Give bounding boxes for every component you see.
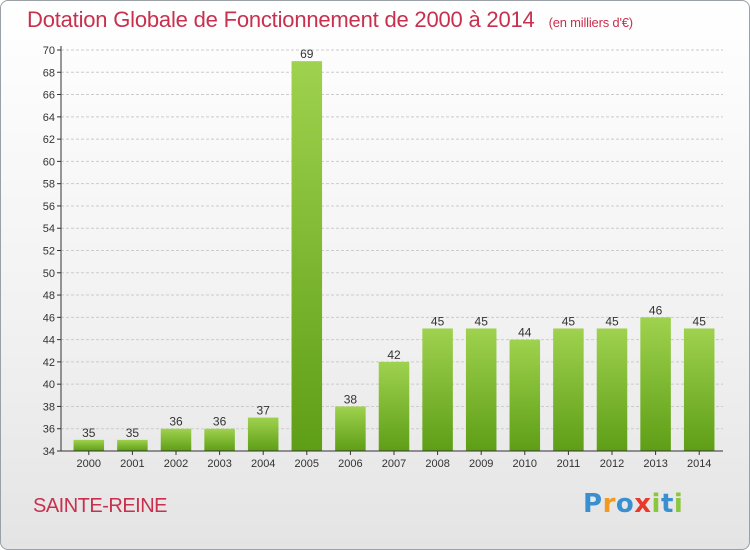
x-tick-label: 2008 [425, 458, 449, 470]
data-label: 36 [213, 415, 227, 429]
logo-letter: t [660, 489, 674, 519]
bars [73, 61, 715, 452]
data-label: 37 [257, 404, 271, 418]
unit-note: (en milliers d'€) [548, 15, 634, 30]
labels: 34 36 38 40 42 44 46 48 50 52 54 56 58 60 62 64 66 68 70 35… [43, 45, 712, 470]
x-tick-label: 2012 [600, 458, 624, 470]
y-tick-label: 54 [43, 223, 55, 235]
bar-2014 [683, 328, 715, 451]
data-label: 46 [649, 303, 663, 317]
bar-2002 [160, 428, 192, 451]
x-tick-label: 2013 [643, 458, 667, 470]
x-tick-label: 2002 [164, 458, 188, 470]
y-tick-label: 38 [43, 401, 55, 413]
bar-2003 [204, 428, 235, 451]
data-label: 45 [431, 314, 445, 328]
y-tick-label: 66 [43, 90, 55, 102]
chart-title: Dotation Globale de Fonctionnement de 20… [27, 7, 633, 33]
data-label: 45 [475, 314, 489, 328]
data-label: 69 [300, 47, 314, 61]
bar-2007 [378, 361, 410, 451]
bar-2000 [73, 439, 105, 451]
data-label: 35 [82, 426, 96, 440]
data-label: 44 [518, 326, 532, 340]
data-label: 45 [693, 314, 707, 328]
bar-2011 [553, 328, 584, 451]
bar-2004 [247, 417, 279, 451]
logo-letter: x [634, 489, 652, 519]
bar-2012 [596, 328, 628, 451]
logo-letter: P [583, 489, 603, 519]
y-tick-label: 60 [43, 156, 55, 168]
y-tick-label: 68 [43, 67, 55, 79]
data-label: 38 [344, 392, 358, 406]
x-tick-label: 2001 [120, 458, 144, 470]
bar-2005 [291, 61, 323, 452]
y-tick-label: 70 [43, 45, 55, 57]
commune-name: SAINTE-REINE [33, 495, 168, 517]
bar-2008 [422, 328, 453, 451]
x-tick-label: 2006 [338, 458, 362, 470]
y-tick-label: 42 [43, 357, 55, 369]
data-label: 45 [562, 314, 576, 328]
y-tick-label: 50 [43, 268, 55, 280]
x-tick-label: 2000 [77, 458, 101, 470]
y-tick-label: 64 [43, 112, 55, 124]
y-tick-label: 52 [43, 246, 55, 258]
x-tick-label: 2010 [513, 458, 537, 470]
y-tick-label: 56 [43, 201, 55, 213]
bar-2009 [465, 328, 497, 451]
bar-2013 [640, 317, 671, 451]
y-tick-label: 36 [43, 424, 55, 436]
x-tick-label: 2004 [251, 458, 275, 470]
logo-letter: i [651, 489, 661, 519]
y-tick-label: 58 [43, 179, 55, 191]
data-label: 36 [169, 415, 183, 429]
y-tick-label: 44 [43, 335, 55, 347]
data-label: 42 [387, 348, 401, 362]
logo-letter: i [673, 489, 684, 519]
y-tick-label: 62 [43, 134, 55, 146]
x-tick-label: 2014 [687, 458, 711, 470]
y-tick-label: 40 [43, 379, 55, 391]
proxiti-logo[interactable]: Proxiti [583, 489, 683, 519]
bar-2001 [117, 439, 148, 451]
y-tick-label: 34 [43, 446, 55, 458]
bar-2006 [335, 406, 366, 451]
y-tick-label: 46 [43, 312, 55, 324]
logo-letter: o [615, 489, 635, 519]
x-tick-label: 2005 [295, 458, 319, 470]
bar-2010 [509, 339, 541, 451]
x-tick-label: 2011 [557, 458, 581, 470]
x-tick-label: 2003 [207, 458, 231, 470]
chart-title-text: Dotation Globale de Fonctionnement de 20… [27, 7, 535, 32]
x-tick-label: 2009 [469, 458, 493, 470]
y-tick-label: 48 [43, 290, 55, 302]
data-label: 35 [126, 426, 140, 440]
axes [57, 46, 723, 455]
data-label: 45 [605, 314, 619, 328]
x-tick-label: 2007 [382, 458, 406, 470]
logo-letter: r [602, 489, 616, 519]
